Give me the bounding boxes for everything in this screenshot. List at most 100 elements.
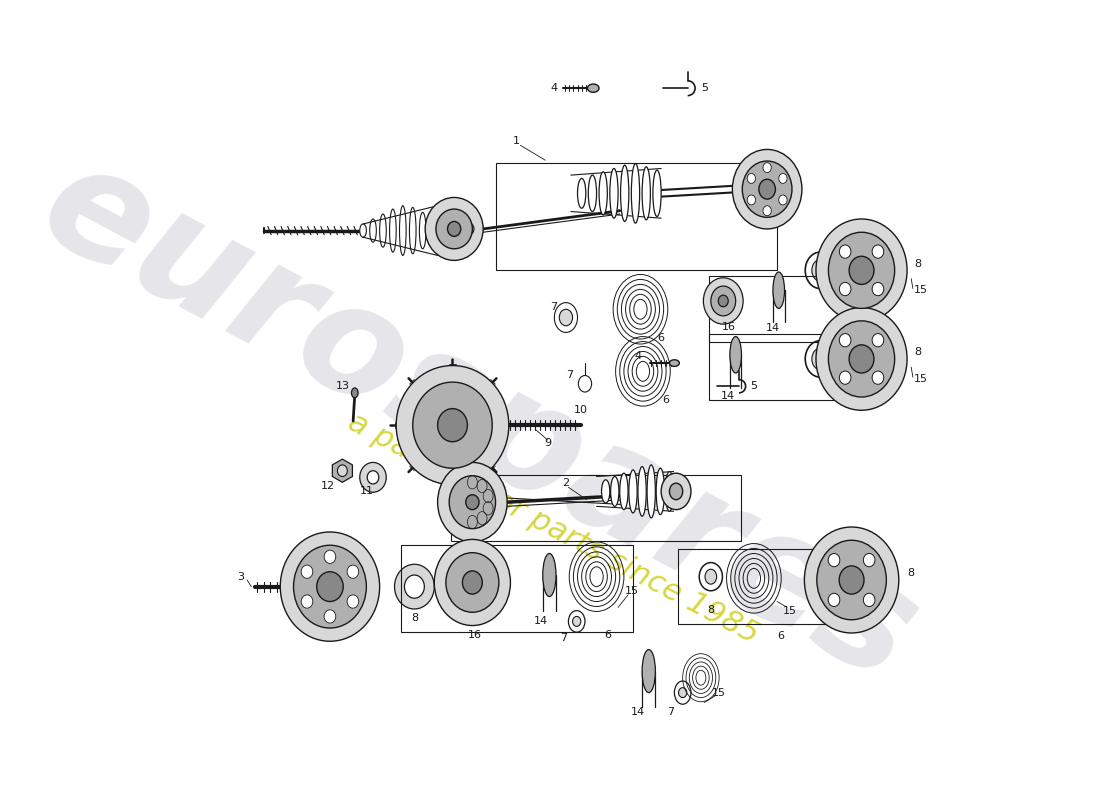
Ellipse shape	[657, 468, 664, 514]
Ellipse shape	[429, 218, 436, 244]
Ellipse shape	[812, 259, 828, 281]
Ellipse shape	[759, 179, 775, 199]
Ellipse shape	[864, 554, 874, 566]
Ellipse shape	[849, 345, 875, 373]
Ellipse shape	[839, 245, 851, 258]
Ellipse shape	[600, 172, 607, 215]
Ellipse shape	[661, 473, 691, 510]
Bar	[451, 475, 740, 541]
Ellipse shape	[779, 195, 788, 205]
Ellipse shape	[280, 532, 380, 642]
Text: 4: 4	[550, 83, 557, 93]
Text: 8: 8	[908, 568, 915, 578]
Text: 15: 15	[914, 285, 928, 295]
Ellipse shape	[666, 471, 673, 511]
Ellipse shape	[434, 539, 510, 626]
Ellipse shape	[370, 219, 376, 242]
Ellipse shape	[559, 310, 573, 326]
Ellipse shape	[338, 465, 348, 477]
Ellipse shape	[619, 473, 628, 510]
Ellipse shape	[872, 282, 883, 296]
Text: 16: 16	[468, 630, 482, 640]
Ellipse shape	[379, 214, 386, 247]
Ellipse shape	[448, 222, 461, 236]
Ellipse shape	[465, 494, 478, 510]
Text: 14: 14	[631, 707, 645, 718]
Ellipse shape	[446, 553, 499, 612]
Ellipse shape	[839, 371, 851, 384]
Text: 10: 10	[574, 406, 587, 415]
Ellipse shape	[396, 366, 509, 485]
Ellipse shape	[301, 565, 312, 578]
Text: 4: 4	[635, 351, 641, 362]
Text: eurospares: eurospares	[18, 129, 940, 714]
Text: 11: 11	[360, 486, 374, 497]
Ellipse shape	[587, 84, 600, 92]
Text: 7: 7	[566, 370, 573, 381]
Ellipse shape	[730, 337, 741, 373]
Text: 9: 9	[544, 438, 551, 448]
Bar	[402, 546, 632, 632]
Ellipse shape	[773, 272, 784, 309]
Ellipse shape	[711, 286, 736, 316]
Ellipse shape	[462, 571, 482, 594]
Ellipse shape	[554, 302, 578, 333]
Ellipse shape	[573, 617, 581, 626]
Text: 15: 15	[712, 688, 726, 698]
Text: 7: 7	[668, 707, 674, 718]
Bar	[496, 162, 777, 270]
Ellipse shape	[409, 207, 416, 254]
Ellipse shape	[872, 334, 883, 347]
Ellipse shape	[839, 282, 851, 296]
Ellipse shape	[412, 382, 492, 468]
Ellipse shape	[747, 174, 756, 183]
Text: 8: 8	[707, 605, 714, 615]
Ellipse shape	[438, 462, 507, 542]
Ellipse shape	[438, 409, 468, 442]
Text: 5: 5	[750, 382, 758, 391]
Ellipse shape	[828, 594, 839, 606]
Ellipse shape	[610, 477, 619, 506]
Ellipse shape	[348, 595, 359, 608]
Ellipse shape	[839, 334, 851, 347]
Polygon shape	[332, 459, 352, 482]
Ellipse shape	[747, 195, 756, 205]
Bar	[678, 550, 877, 624]
Ellipse shape	[294, 546, 366, 628]
Ellipse shape	[631, 163, 639, 223]
Ellipse shape	[763, 206, 771, 216]
Ellipse shape	[647, 465, 656, 518]
Ellipse shape	[828, 232, 894, 309]
Ellipse shape	[828, 321, 894, 397]
Ellipse shape	[579, 375, 592, 392]
Ellipse shape	[670, 483, 683, 500]
Ellipse shape	[360, 462, 386, 492]
Ellipse shape	[419, 212, 426, 249]
Ellipse shape	[864, 594, 874, 606]
Bar	[710, 334, 879, 400]
Ellipse shape	[763, 162, 771, 173]
Ellipse shape	[705, 570, 716, 584]
Ellipse shape	[703, 278, 744, 324]
Ellipse shape	[367, 470, 378, 484]
Text: 5: 5	[701, 83, 707, 93]
Ellipse shape	[733, 150, 802, 229]
Text: 8: 8	[914, 258, 922, 269]
Ellipse shape	[464, 223, 474, 234]
Text: 14: 14	[534, 617, 548, 626]
Ellipse shape	[578, 178, 586, 208]
Ellipse shape	[449, 476, 496, 529]
Text: 15: 15	[625, 586, 639, 596]
Text: 7: 7	[550, 302, 557, 312]
Ellipse shape	[638, 466, 647, 516]
Ellipse shape	[872, 371, 883, 384]
Ellipse shape	[426, 198, 483, 260]
Ellipse shape	[828, 554, 839, 566]
Ellipse shape	[542, 554, 556, 597]
Ellipse shape	[436, 209, 472, 249]
Ellipse shape	[849, 256, 875, 285]
Ellipse shape	[352, 388, 359, 398]
Ellipse shape	[816, 219, 908, 322]
Ellipse shape	[812, 348, 828, 370]
Text: a passion for parts since 1985: a passion for parts since 1985	[343, 408, 763, 650]
